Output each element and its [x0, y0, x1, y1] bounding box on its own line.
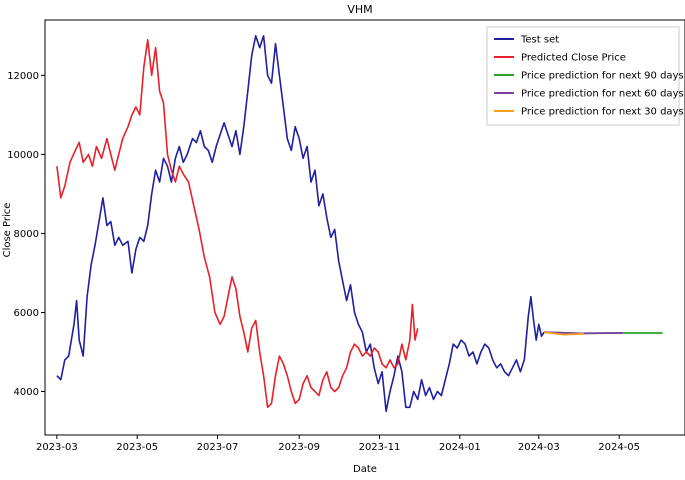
- x-axis-title: Date: [353, 464, 377, 475]
- x-tick-label: 2024-01: [439, 442, 481, 453]
- series-line-price-prediction-for-next-60-days: [544, 331, 624, 335]
- y-axis-title: Close Price: [2, 203, 13, 258]
- y-tick-label: 12000: [7, 71, 39, 82]
- y-tick-label: 10000: [7, 150, 39, 161]
- legend-label: Price prediction for next 30 days: [521, 107, 684, 118]
- series-line-predicted-close-price: [56, 38, 419, 409]
- plot-frame: [44, 19, 685, 436]
- chart-title: VHM: [347, 3, 372, 16]
- y-tick-label: 6000: [14, 308, 39, 319]
- x-tick-label: 2023-03: [36, 442, 78, 453]
- legend-box: [486, 26, 680, 126]
- y-tick-label: 8000: [14, 229, 39, 240]
- legend-label: Price prediction for next 60 days: [521, 89, 684, 100]
- x-tick-label: 2023-07: [197, 442, 239, 453]
- x-tick-label: 2024-05: [598, 442, 640, 453]
- x-tick-label: 2023-11: [359, 442, 401, 453]
- legend-label: Price prediction for next 90 days: [521, 71, 684, 82]
- legend: Test set Predicted Close Price Price predi…: [486, 26, 684, 126]
- legend-label: Test set: [520, 35, 559, 46]
- x-tick-label: 2023-05: [116, 442, 158, 453]
- y-tick-label: 4000: [14, 387, 39, 398]
- series-line-test-set: [56, 34, 545, 413]
- x-tick-label: 2023-09: [278, 442, 320, 453]
- series-line-price-prediction-for-next-30-days: [543, 331, 584, 336]
- legend-label: Predicted Close Price: [521, 53, 626, 64]
- x-tick-label: 2024-03: [518, 442, 560, 453]
